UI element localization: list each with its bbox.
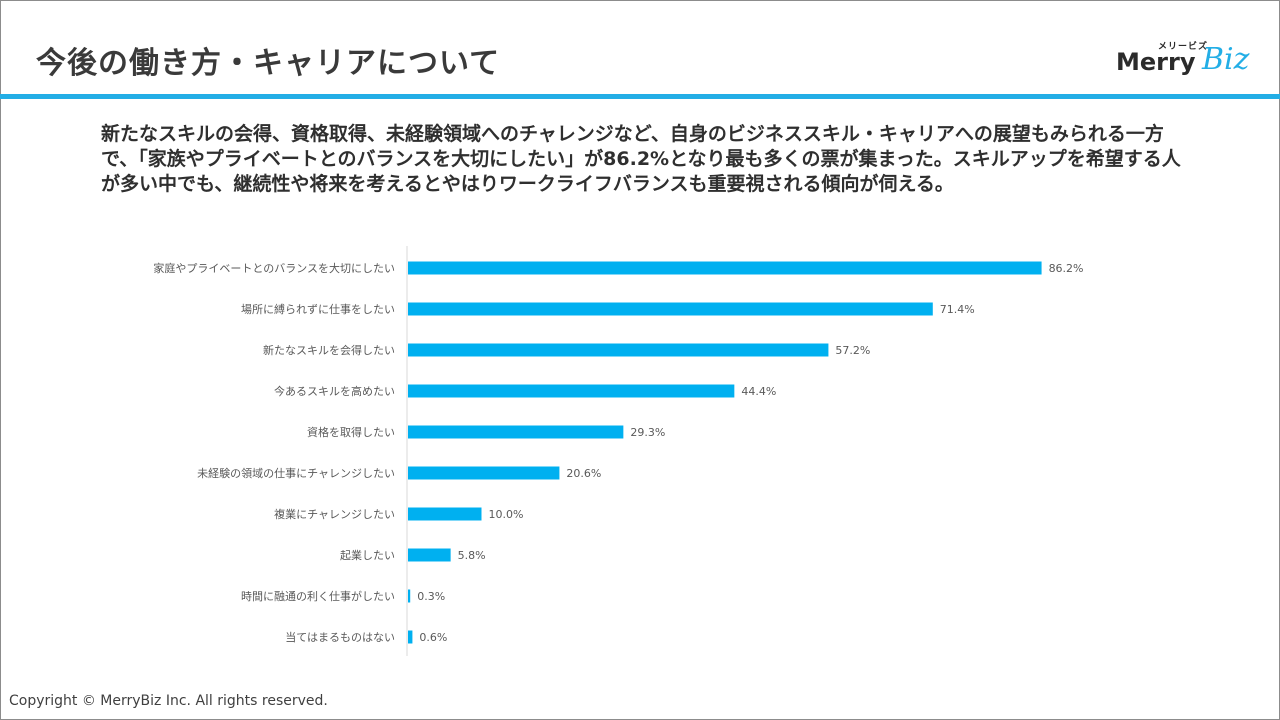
- value-label: 86.2%: [1049, 262, 1084, 275]
- logo-merry: Merry: [1116, 48, 1196, 76]
- category-label: 場所に縛られずに仕事をしたい: [241, 302, 395, 316]
- bar: [408, 507, 482, 521]
- bar: [408, 548, 451, 562]
- category-label: 未経験の領域の仕事にチャレンジしたい: [197, 466, 395, 480]
- logo-kana: メリービズ: [1158, 42, 1209, 52]
- value-label: 44.4%: [741, 385, 776, 398]
- category-label: 今あるスキルを高めたい: [274, 384, 395, 398]
- bar: [408, 261, 1042, 275]
- logo-biz: Biz: [1202, 42, 1250, 77]
- bar: [408, 343, 829, 357]
- value-label: 5.8%: [458, 549, 486, 562]
- bar: [408, 589, 411, 603]
- bar-chart: 家庭やプライベートとのバランスを大切にしたい 86.2% 場所に縛られずに仕事をした…: [153, 246, 1084, 656]
- header-rule: [0, 94, 1280, 99]
- category-label: 起業したい: [340, 549, 395, 562]
- bar: [408, 630, 413, 644]
- category-label: 新たなスキルを会得したい: [263, 343, 395, 357]
- value-label: 0.3%: [417, 590, 445, 603]
- page-title: 今後の働き方・キャリアについて: [36, 46, 501, 81]
- category-label: 資格を取得したい: [307, 425, 395, 439]
- value-label: 71.4%: [940, 303, 975, 316]
- bar: [408, 466, 560, 480]
- value-label: 29.3%: [630, 426, 665, 439]
- bar: [408, 384, 735, 398]
- merrybiz-logo: メリービズ Merry Biz: [1114, 38, 1262, 80]
- copyright: Copyright © MerryBiz Inc. All rights res…: [9, 693, 328, 709]
- bar: [408, 302, 933, 316]
- category-label: 複業にチャレンジしたい: [274, 507, 395, 521]
- bar: [408, 425, 624, 439]
- lead-text: 新たなスキルの会得、資格取得、未経験領域へのチャレンジなど、自身のビジネススキル…: [101, 123, 1181, 195]
- category-label: 時間に融通の利く仕事がしたい: [241, 589, 395, 603]
- category-label: 当てはまるものはない: [285, 630, 395, 644]
- value-label: 57.2%: [835, 344, 870, 357]
- value-label: 20.6%: [566, 467, 601, 480]
- value-label: 0.6%: [419, 631, 447, 644]
- category-label: 家庭やプライベートとのバランスを大切にしたい: [153, 261, 395, 275]
- value-label: 10.0%: [489, 508, 524, 521]
